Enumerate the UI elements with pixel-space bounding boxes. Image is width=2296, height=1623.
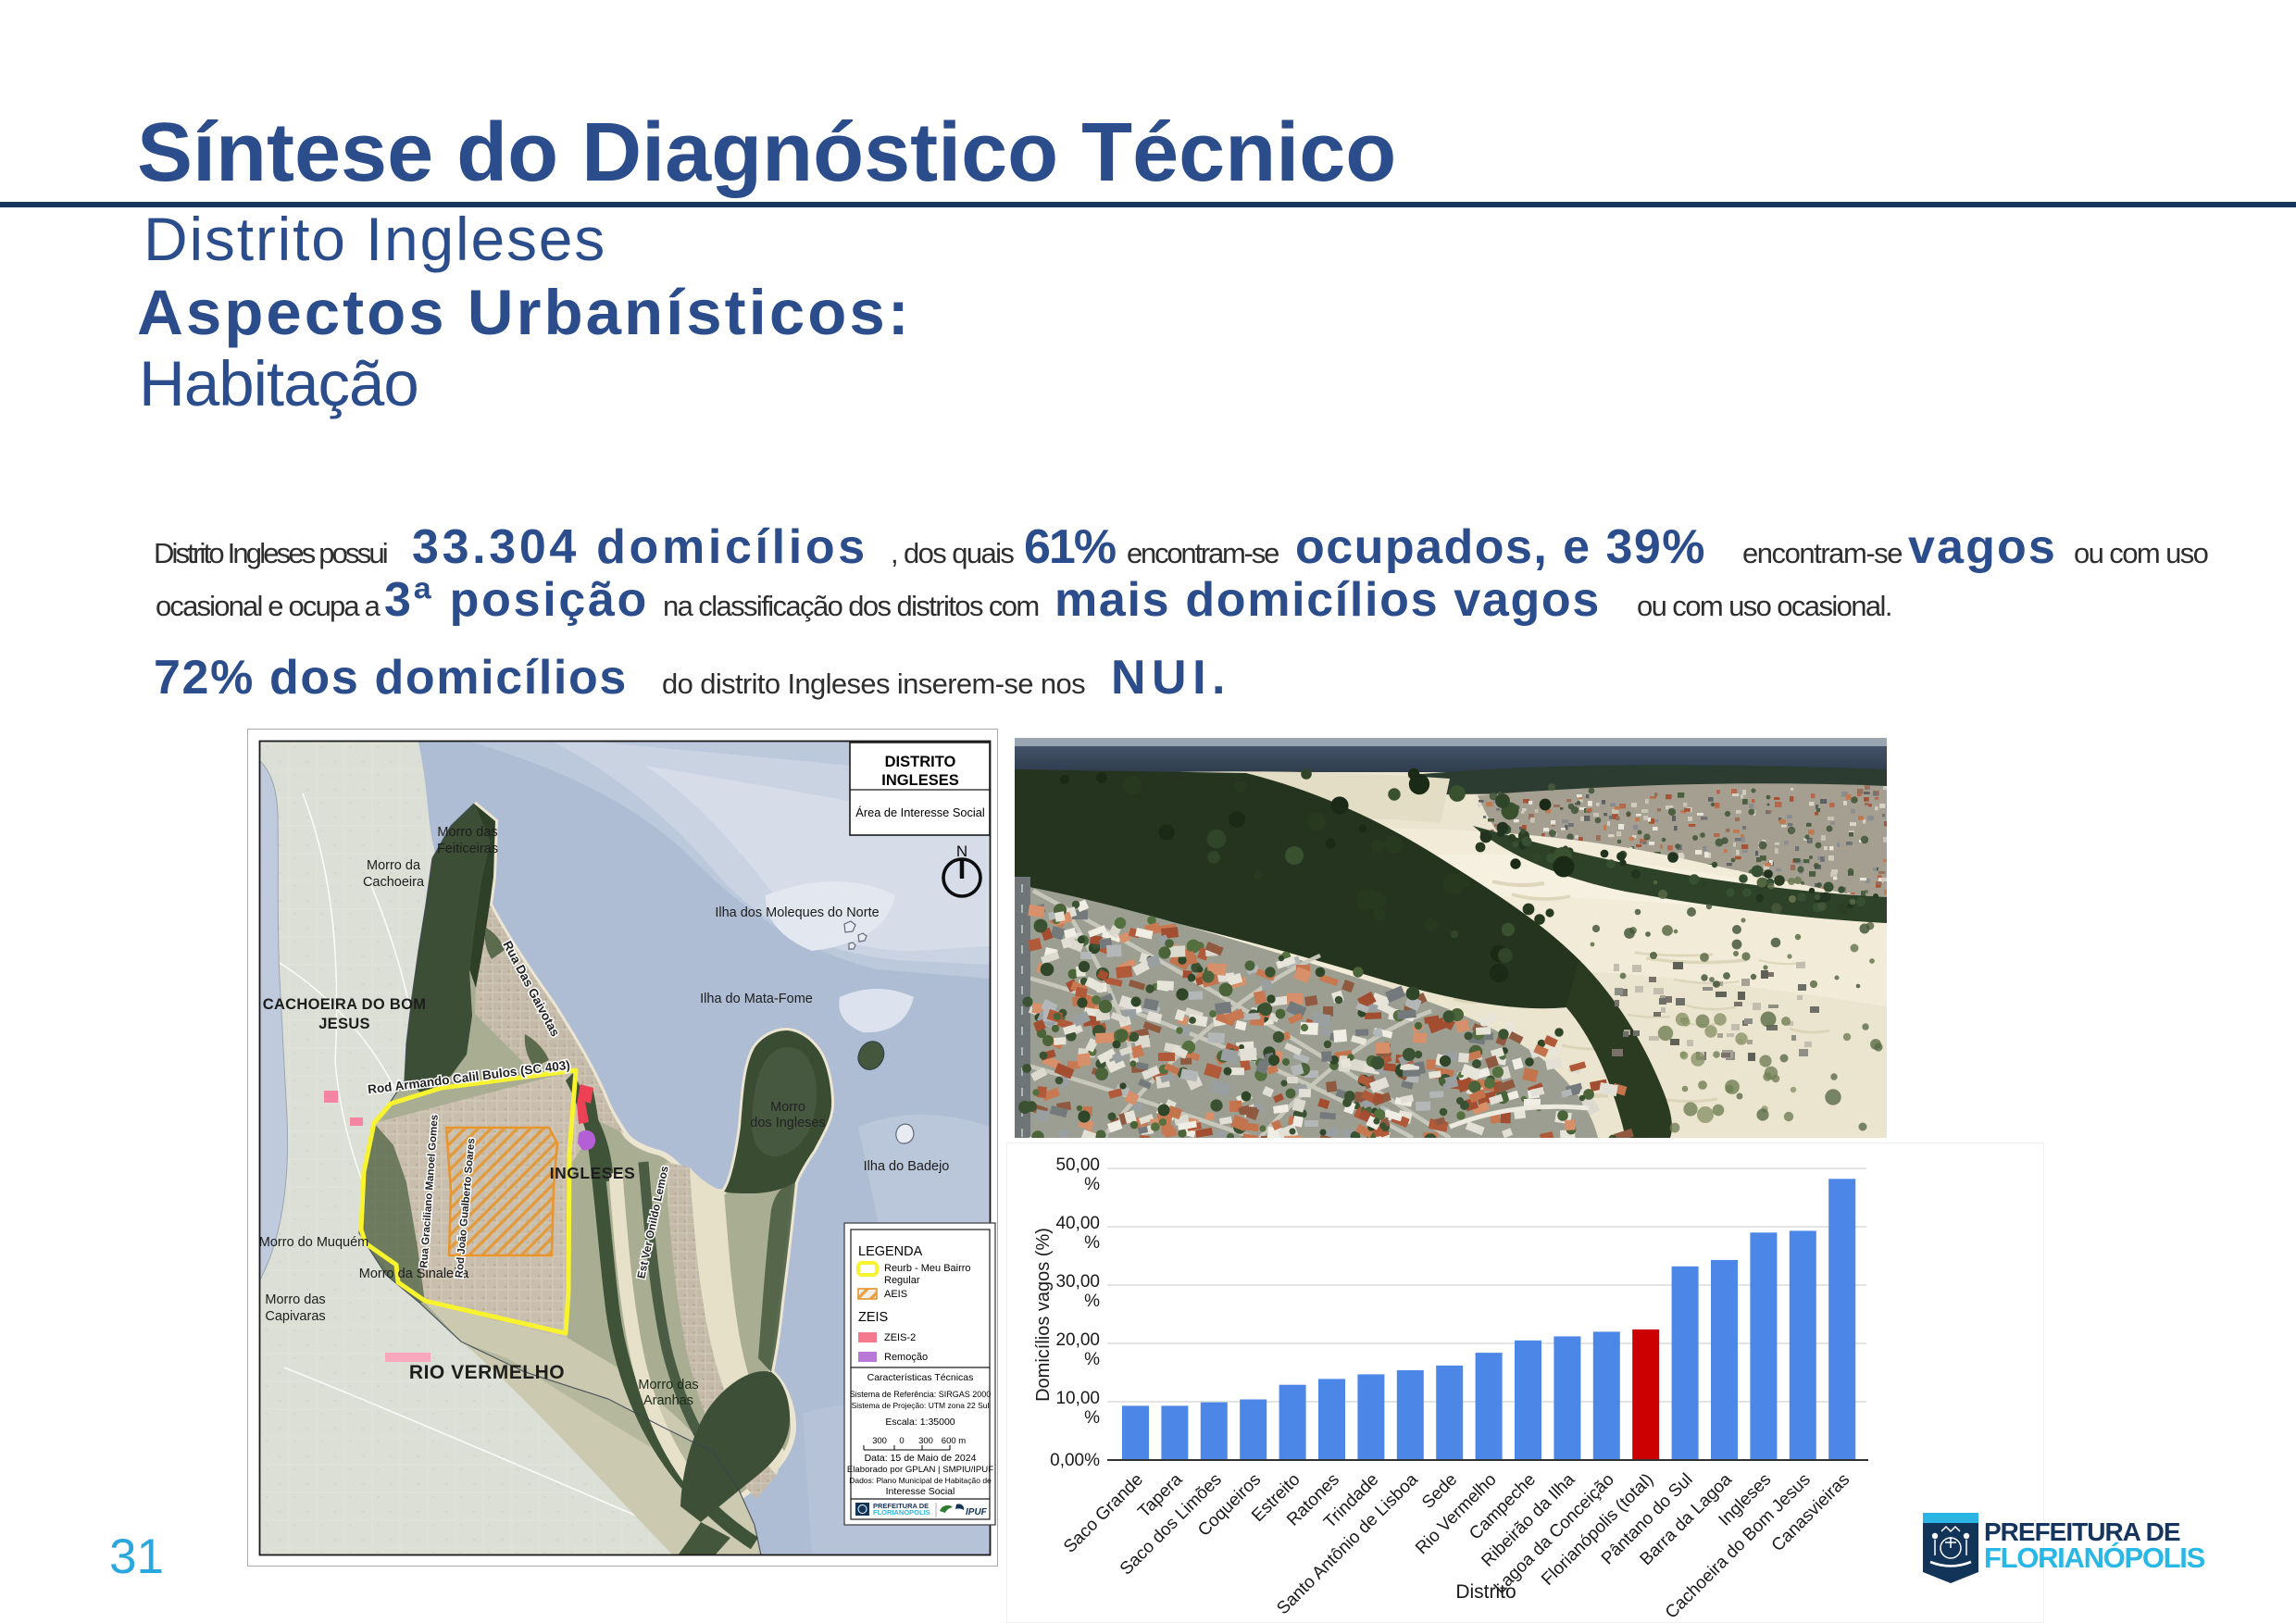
svg-text:%: %: [1084, 1233, 1100, 1253]
svg-text:N: N: [956, 843, 967, 860]
svg-text:Domicílios vagos (%): Domicílios vagos (%): [1033, 1228, 1054, 1402]
svg-text:Área de Interesse Social: Área de Interesse Social: [855, 805, 984, 819]
svg-text:30,00: 30,00: [1055, 1272, 1100, 1292]
svg-text:INGLESES: INGLESES: [550, 1164, 636, 1182]
svg-text:Morro do Muquém: Morro do Muquém: [259, 1235, 368, 1250]
svg-text:Ilha do Mata-Fome: Ilha do Mata-Fome: [700, 992, 813, 1006]
svg-text:dos Ingleses: dos Ingleses: [750, 1116, 825, 1130]
svg-text:CACHOEIRA DO BOM: CACHOEIRA DO BOM: [263, 996, 427, 1013]
svg-text:AEIS: AEIS: [884, 1289, 907, 1300]
svg-text:Remoção: Remoção: [884, 1352, 928, 1363]
svg-text:72% dos domicílios: 72% dos domicílios: [154, 651, 628, 705]
svg-text:, dos quais: , dos quais: [891, 537, 1014, 569]
svg-text:%: %: [1084, 1175, 1100, 1194]
svg-text:40,00: 40,00: [1055, 1214, 1100, 1233]
svg-text:Distrito Ingleses possui: Distrito Ingleses possui: [154, 537, 387, 569]
svg-text:Ilha dos Moleques do Norte: Ilha dos Moleques do Norte: [715, 905, 879, 920]
svg-text:Morro da: Morro da: [367, 858, 421, 873]
svg-text:encontram-se: encontram-se: [1742, 537, 1902, 569]
svg-text:FLORIANÓPOLIS: FLORIANÓPOLIS: [873, 1508, 930, 1517]
svg-text:Escala: 1:35000: Escala: 1:35000: [885, 1417, 955, 1428]
svg-text:Reurb - Meu Bairro: Reurb - Meu Bairro: [884, 1263, 971, 1274]
svg-text:33.304 domicílios: 33.304 domicílios: [412, 520, 868, 574]
svg-text:%: %: [1084, 1350, 1100, 1369]
svg-text:Regular: Regular: [884, 1275, 920, 1286]
svg-text:50,00: 50,00: [1055, 1155, 1100, 1175]
svg-text:INGLESES: INGLESES: [881, 772, 958, 789]
svg-text:Dados: Plano Municipal de Habi: Dados: Plano Municipal de Habitação de: [849, 1476, 992, 1485]
svg-text:LEGENDA: LEGENDA: [858, 1244, 923, 1259]
svg-text:61%: 61%: [1024, 520, 1116, 574]
svg-text:Cachoeira: Cachoeira: [363, 875, 425, 890]
svg-text:Feiticeiras: Feiticeiras: [437, 842, 498, 856]
svg-text:Ilha do Badejo: Ilha do Badejo: [864, 1159, 950, 1174]
svg-text:Habitação: Habitação: [139, 348, 418, 419]
svg-text:%: %: [1084, 1408, 1100, 1428]
svg-text:0,00%: 0,00%: [1050, 1451, 1100, 1470]
svg-text:do distrito Ingleses inserem-s: do distrito Ingleses inserem-se nos: [662, 668, 1085, 700]
svg-text:Aspectos Urbanísticos:: Aspectos Urbanísticos:: [137, 277, 912, 348]
svg-text:Morro das: Morro das: [265, 1292, 325, 1307]
svg-text:Aranhas: Aranhas: [643, 1393, 693, 1408]
svg-text:Síntese do Diagnóstico Técnico: Síntese do Diagnóstico Técnico: [137, 106, 1396, 199]
svg-text:Data: 15 de Maio de 2024: Data: 15 de Maio de 2024: [865, 1453, 977, 1464]
svg-text:Distrito: Distrito: [1455, 1581, 1516, 1603]
svg-text:600 m: 600 m: [942, 1436, 966, 1446]
svg-text:NUI.: NUI.: [1111, 651, 1231, 705]
svg-text:%: %: [1084, 1292, 1100, 1311]
svg-text:Sistema de Projeção: UTM zona: Sistema de Projeção: UTM zona 22 Sul: [852, 1401, 990, 1410]
svg-text:PREFEITURA DE: PREFEITURA DE: [873, 1502, 929, 1510]
svg-text:mais domicílios vagos: mais domicílios vagos: [1054, 573, 1601, 627]
svg-text:FLORIANÓPOLIS: FLORIANÓPOLIS: [1984, 1541, 2205, 1574]
svg-text:DISTRITO: DISTRITO: [885, 754, 956, 770]
svg-text:Morro: Morro: [770, 1100, 805, 1115]
svg-text:Características Técnicas: Características Técnicas: [867, 1372, 974, 1383]
svg-text:Elaborado por GPLAN | SMPIU/IP: Elaborado por GPLAN | SMPIU/IPUF: [847, 1465, 993, 1475]
svg-text:na classificação dos distritos: na classificação dos distritos com: [663, 590, 1039, 622]
svg-text:RIO VERMELHO: RIO VERMELHO: [409, 1362, 565, 1383]
svg-text:3ª posição: 3ª posição: [384, 573, 649, 627]
svg-text:Morro das: Morro das: [437, 825, 497, 840]
svg-text:Sistema de Referência: SIRGAS: Sistema de Referência: SIRGAS 2000: [850, 1390, 992, 1399]
svg-text:IPUF: IPUF: [966, 1507, 988, 1517]
svg-text:vagos: vagos: [1908, 520, 2057, 574]
svg-text:Morro das: Morro das: [638, 1378, 698, 1392]
svg-text:PREFEITURA DE: PREFEITURA DE: [1984, 1517, 2180, 1546]
svg-text:Distrito Ingleses: Distrito Ingleses: [144, 205, 606, 273]
svg-text:Capivaras: Capivaras: [265, 1309, 325, 1324]
svg-text:0: 0: [899, 1436, 904, 1446]
svg-text:ou com uso ocasional.: ou com uso ocasional.: [1637, 590, 1891, 622]
svg-text:JESUS: JESUS: [318, 1016, 370, 1032]
svg-text:encontram-se: encontram-se: [1127, 537, 1279, 569]
svg-text:300: 300: [872, 1436, 887, 1446]
svg-text:Interesse Social: Interesse Social: [886, 1486, 955, 1497]
svg-text:ocasional e ocupa a: ocasional e ocupa a: [156, 590, 381, 622]
svg-text:20,00: 20,00: [1055, 1330, 1100, 1350]
svg-text:ZEIS: ZEIS: [858, 1310, 888, 1325]
svg-text:ocupados, e 39%: ocupados, e 39%: [1295, 520, 1706, 574]
svg-text:10,00: 10,00: [1055, 1389, 1100, 1408]
svg-text:ZEIS-2: ZEIS-2: [884, 1332, 916, 1343]
svg-text:300: 300: [918, 1436, 933, 1446]
svg-text:ou com uso: ou com uso: [2074, 537, 2208, 569]
svg-text:Morro da Sinaleira: Morro da Sinaleira: [359, 1267, 469, 1281]
